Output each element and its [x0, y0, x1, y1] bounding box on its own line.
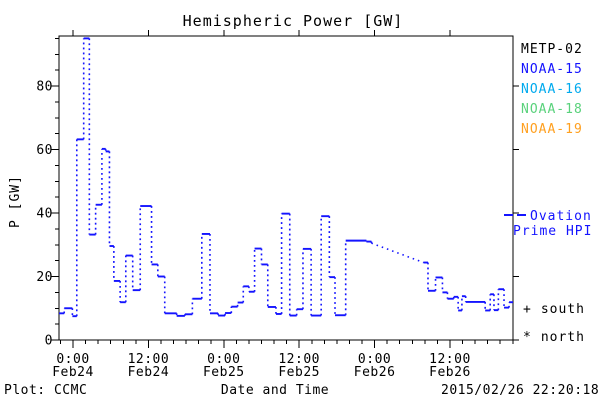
- x-tick-date: Feb26: [429, 365, 471, 380]
- x-tick-date: Feb24: [52, 365, 94, 380]
- x-tick-time: 12:00: [128, 352, 170, 367]
- x-axis-ticks: [59, 30, 514, 348]
- x-axis-tick-labels: 0:00Feb2412:00Feb240:00Feb2512:00Feb250:…: [52, 352, 471, 380]
- plot-credit: Plot: CCMC: [4, 383, 88, 398]
- x-tick-time: 12:00: [429, 352, 471, 367]
- legend-south: + south: [523, 302, 585, 317]
- chart-title: Hemispheric Power [GW]: [182, 12, 404, 30]
- legend-south-label: south: [540, 302, 585, 317]
- y-tick-value: 20: [36, 270, 53, 285]
- y-tick-value: 0: [45, 334, 53, 349]
- legend-item-noaa-15: NOAA-15: [521, 62, 583, 77]
- legend-ovation-line1: Ovation: [504, 209, 592, 224]
- x-tick-time: 0:00: [358, 352, 391, 367]
- x-tick-time: 0:00: [56, 352, 89, 367]
- x-tick-date: Feb24: [128, 365, 170, 380]
- asterisk-marker-icon: *: [523, 330, 532, 345]
- legend-ovation-line2: Prime HPI: [513, 224, 593, 239]
- x-tick-time: 0:00: [207, 352, 240, 367]
- legend-north: * north: [523, 330, 585, 345]
- dashed-line-sample-icon: [504, 214, 513, 216]
- legend-item-noaa-16: NOAA-16: [521, 82, 583, 97]
- y-axis-tick-labels: 0 20 40 60 80: [36, 80, 53, 349]
- legend-ovation-text1: Ovation: [530, 209, 592, 224]
- x-tick-date: Feb26: [354, 365, 396, 380]
- y-tick-value: 80: [36, 80, 53, 95]
- hpi-series: [59, 37, 513, 318]
- legend-item-noaa-18: NOAA-18: [521, 102, 583, 117]
- legend-north-label: north: [540, 330, 585, 345]
- y-tick-value: 40: [36, 207, 53, 222]
- plus-marker-icon: +: [523, 302, 532, 317]
- legend-item-noaa-19: NOAA-19: [521, 122, 583, 137]
- y-tick-value: 60: [36, 143, 53, 158]
- y-axis-ticks: [51, 37, 519, 341]
- x-tick-date: Feb25: [203, 365, 245, 380]
- dashed-line-sample-icon: [517, 214, 526, 216]
- plot-border: [58, 35, 514, 341]
- plot-timestamp: 2015/02/26 22:20:18: [441, 383, 600, 398]
- x-axis-title: Date and Time: [220, 383, 330, 398]
- x-tick-date: Feb25: [278, 365, 320, 380]
- x-tick-time: 12:00: [278, 352, 320, 367]
- legend-item-metp-02: METP-02: [521, 42, 583, 57]
